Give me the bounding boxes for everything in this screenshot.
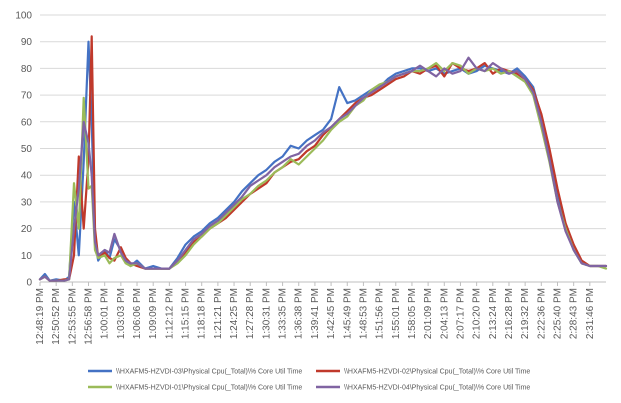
x-tick-label: 12:50:52 PM <box>51 288 62 345</box>
legend: \\HXAFM5-HZVDI-03\Physical Cpu(_Total)\%… <box>88 369 530 392</box>
legend-label: \\HXAFM5-HZVDI-02\Physical Cpu(_Total)\%… <box>344 369 530 376</box>
x-tick-label: 12:56:58 PM <box>84 288 95 345</box>
x-tick-label: 2:31:46 PM <box>585 288 596 339</box>
x-tick-label: 2:13:24 PM <box>488 288 499 339</box>
legend-label: \\HXAFM5-HZVDI-03\Physical Cpu(_Total)\%… <box>116 369 302 376</box>
x-tick-label: 1:00:01 PM <box>100 288 111 339</box>
x-tick-label: 2:04:13 PM <box>439 288 450 339</box>
y-tick-label: 60 <box>21 117 33 128</box>
x-tick-label: 1:58:05 PM <box>407 288 418 339</box>
x-tick-label: 1:24:25 PM <box>229 288 240 339</box>
legend-label: \\HXAFM5-HZVDI-04\Physical Cpu(_Total)\%… <box>344 385 530 392</box>
series-line-4 <box>38 56 608 282</box>
x-tick-label: 1:21:21 PM <box>213 288 224 339</box>
x-tick-label: 12:53:55 PM <box>67 288 78 345</box>
x-tick-label: 1:15:15 PM <box>181 288 192 339</box>
x-tick-label: 1:55:01 PM <box>391 288 402 339</box>
gridlines <box>40 14 606 283</box>
y-tick-label: 30 <box>21 197 33 208</box>
y-tick-label: 0 <box>26 278 32 289</box>
y-tick-label: 20 <box>21 224 33 235</box>
y-tick-label: 70 <box>21 91 33 102</box>
y-tick-label: 100 <box>15 11 32 22</box>
x-tick-label: 1:27:28 PM <box>245 288 256 339</box>
x-tick-label: 2:07:17 PM <box>455 288 466 339</box>
x-tick-label: 1:06:06 PM <box>132 288 143 339</box>
x-tick-label: 2:28:43 PM <box>569 288 580 339</box>
y-tick-label: 80 <box>21 64 33 75</box>
x-tick-label: 1:45:49 PM <box>342 288 353 339</box>
x-tick-label: 1:39:41 PM <box>310 288 321 339</box>
legend-label: \\HXAFM5-HZVDI-01\Physical Cpu(_Total)\%… <box>116 385 302 392</box>
x-tick-label: 1:12:12 PM <box>164 288 175 339</box>
x-tick-label: 1:30:31 PM <box>261 288 272 339</box>
x-tick-label: 2:16:28 PM <box>504 288 515 339</box>
x-tick-label: 1:03:03 PM <box>116 288 127 339</box>
plot-area <box>38 35 608 282</box>
y-tick-label: 40 <box>21 171 33 182</box>
x-tick-label: 1:48:53 PM <box>358 288 369 339</box>
x-tick-label: 1:51:56 PM <box>375 288 386 339</box>
x-axis: 12:48:19 PM 12:50:52 PM 12:53:55 PM 12:56:5… <box>35 281 606 345</box>
x-tick-label: 1:33:35 PM <box>278 288 289 339</box>
y-axis: 0 10 20 30 40 50 60 70 80 90 100 <box>15 11 32 289</box>
series-line-3 <box>38 62 608 282</box>
y-tick-label: 50 <box>21 144 33 155</box>
x-tick-label: 2:22:36 PM <box>536 288 547 339</box>
x-tick-label: 2:01:09 PM <box>423 288 434 339</box>
x-tick-label: 1:18:18 PM <box>197 288 208 339</box>
x-tick-label: 1:36:38 PM <box>294 288 305 339</box>
y-tick-label: 10 <box>21 251 33 262</box>
x-tick-label: 1:09:09 PM <box>148 288 159 339</box>
x-tick-label: 1:42:45 PM <box>326 288 337 339</box>
x-tick-label: 2:10:20 PM <box>472 288 483 339</box>
x-tick-label: 12:48:19 PM <box>35 288 46 345</box>
x-tick-label: 2:25:40 PM <box>552 288 563 339</box>
y-tick-label: 90 <box>21 37 33 48</box>
x-tick-label: 2:19:32 PM <box>520 288 531 339</box>
